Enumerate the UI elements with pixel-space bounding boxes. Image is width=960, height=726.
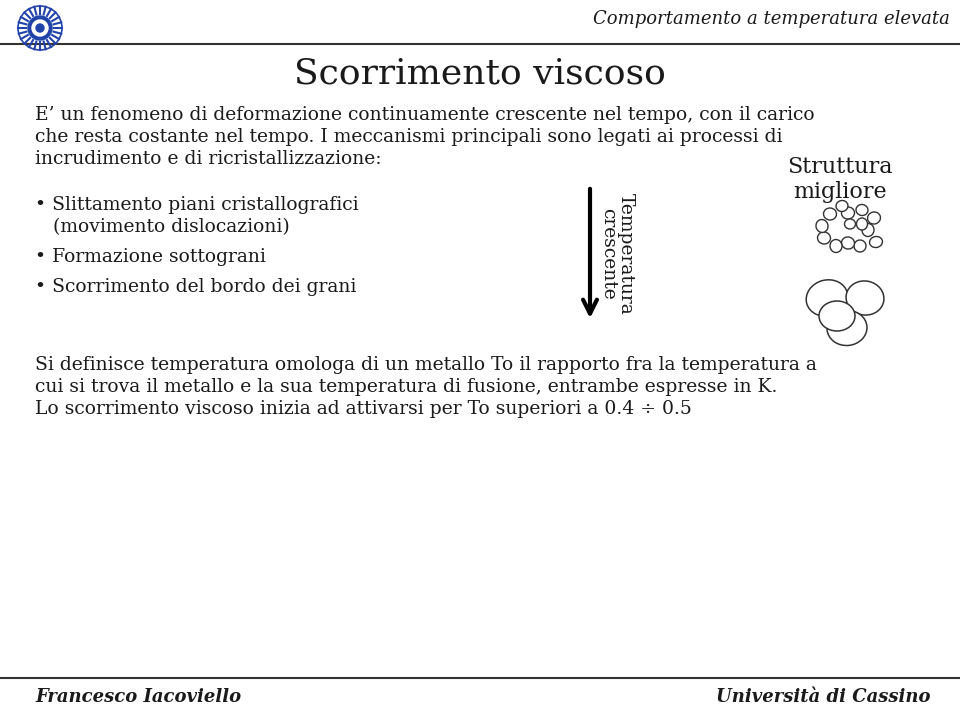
Circle shape [36,24,44,32]
Text: Scorrimento viscoso: Scorrimento viscoso [294,56,666,90]
Text: che resta costante nel tempo. I meccanismi principali sono legati ai processi di: che resta costante nel tempo. I meccanis… [35,128,782,146]
Text: • Formazione sottograni: • Formazione sottograni [35,248,266,266]
Circle shape [28,16,52,40]
Ellipse shape [868,212,880,224]
Ellipse shape [818,232,830,244]
Ellipse shape [824,208,836,220]
Text: • Slittamento piani cristallografici: • Slittamento piani cristallografici [35,196,359,214]
Text: incrudimento e di ricristallizzazione:: incrudimento e di ricristallizzazione: [35,150,381,168]
Ellipse shape [806,280,848,317]
Ellipse shape [816,219,828,232]
Circle shape [32,20,48,36]
Text: Lo scorrimento viscoso inizia ad attivarsi per To superiori a 0.4 ÷ 0.5: Lo scorrimento viscoso inizia ad attivar… [35,400,692,418]
Ellipse shape [845,219,855,229]
Text: migliore: migliore [793,181,887,203]
Ellipse shape [856,218,868,230]
Ellipse shape [862,224,874,237]
Text: Temperatura: Temperatura [617,192,635,314]
Ellipse shape [819,301,855,331]
Text: Comportamento a temperatura elevata: Comportamento a temperatura elevata [593,10,950,28]
Text: E’ un fenomeno di deformazione continuamente crescente nel tempo, con il carico: E’ un fenomeno di deformazione continuam… [35,106,815,124]
Ellipse shape [854,240,866,252]
Text: Francesco Iacoviello: Francesco Iacoviello [35,688,241,706]
Text: cui si trova il metallo e la sua temperatura di fusione, entrambe espresse in K.: cui si trova il metallo e la sua tempera… [35,378,778,396]
Text: Struttura: Struttura [787,156,893,178]
Text: crescente: crescente [599,208,617,299]
Ellipse shape [842,237,854,249]
Ellipse shape [870,237,882,248]
Text: • Scorrimento del bordo dei grani: • Scorrimento del bordo dei grani [35,278,356,296]
Ellipse shape [836,200,848,211]
Ellipse shape [842,207,854,219]
Ellipse shape [827,311,867,346]
Text: Università di Cassino: Università di Cassino [715,688,930,706]
Text: Si definisce temperatura omologa di un metallo To il rapporto fra la temperatura: Si definisce temperatura omologa di un m… [35,356,817,374]
Ellipse shape [856,205,868,216]
Ellipse shape [830,240,842,253]
Text: (movimento dislocazioni): (movimento dislocazioni) [35,218,290,236]
Ellipse shape [846,281,884,315]
